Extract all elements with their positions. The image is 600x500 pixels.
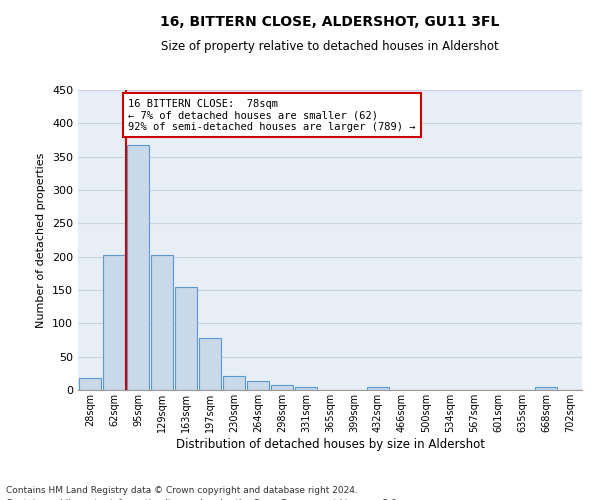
- Y-axis label: Number of detached properties: Number of detached properties: [37, 152, 46, 328]
- Text: Size of property relative to detached houses in Aldershot: Size of property relative to detached ho…: [161, 40, 499, 53]
- Text: Contains HM Land Registry data © Crown copyright and database right 2024.: Contains HM Land Registry data © Crown c…: [6, 486, 358, 495]
- Bar: [127, 144, 149, 390]
- Bar: [247, 380, 269, 390]
- Bar: [175, 286, 197, 390]
- Text: Contains public sector information licensed under the Open Government Licence v3: Contains public sector information licen…: [6, 498, 400, 500]
- Bar: [223, 376, 245, 390]
- Bar: [367, 386, 389, 390]
- Bar: [535, 388, 557, 390]
- X-axis label: Distribution of detached houses by size in Aldershot: Distribution of detached houses by size …: [176, 438, 485, 450]
- Bar: [295, 386, 317, 390]
- Bar: [151, 256, 173, 390]
- Bar: [199, 338, 221, 390]
- Bar: [271, 384, 293, 390]
- Bar: [79, 378, 101, 390]
- Text: 16 BITTERN CLOSE:  78sqm
← 7% of detached houses are smaller (62)
92% of semi-de: 16 BITTERN CLOSE: 78sqm ← 7% of detached…: [128, 98, 416, 132]
- Bar: [103, 256, 125, 390]
- Text: 16, BITTERN CLOSE, ALDERSHOT, GU11 3FL: 16, BITTERN CLOSE, ALDERSHOT, GU11 3FL: [160, 15, 500, 29]
